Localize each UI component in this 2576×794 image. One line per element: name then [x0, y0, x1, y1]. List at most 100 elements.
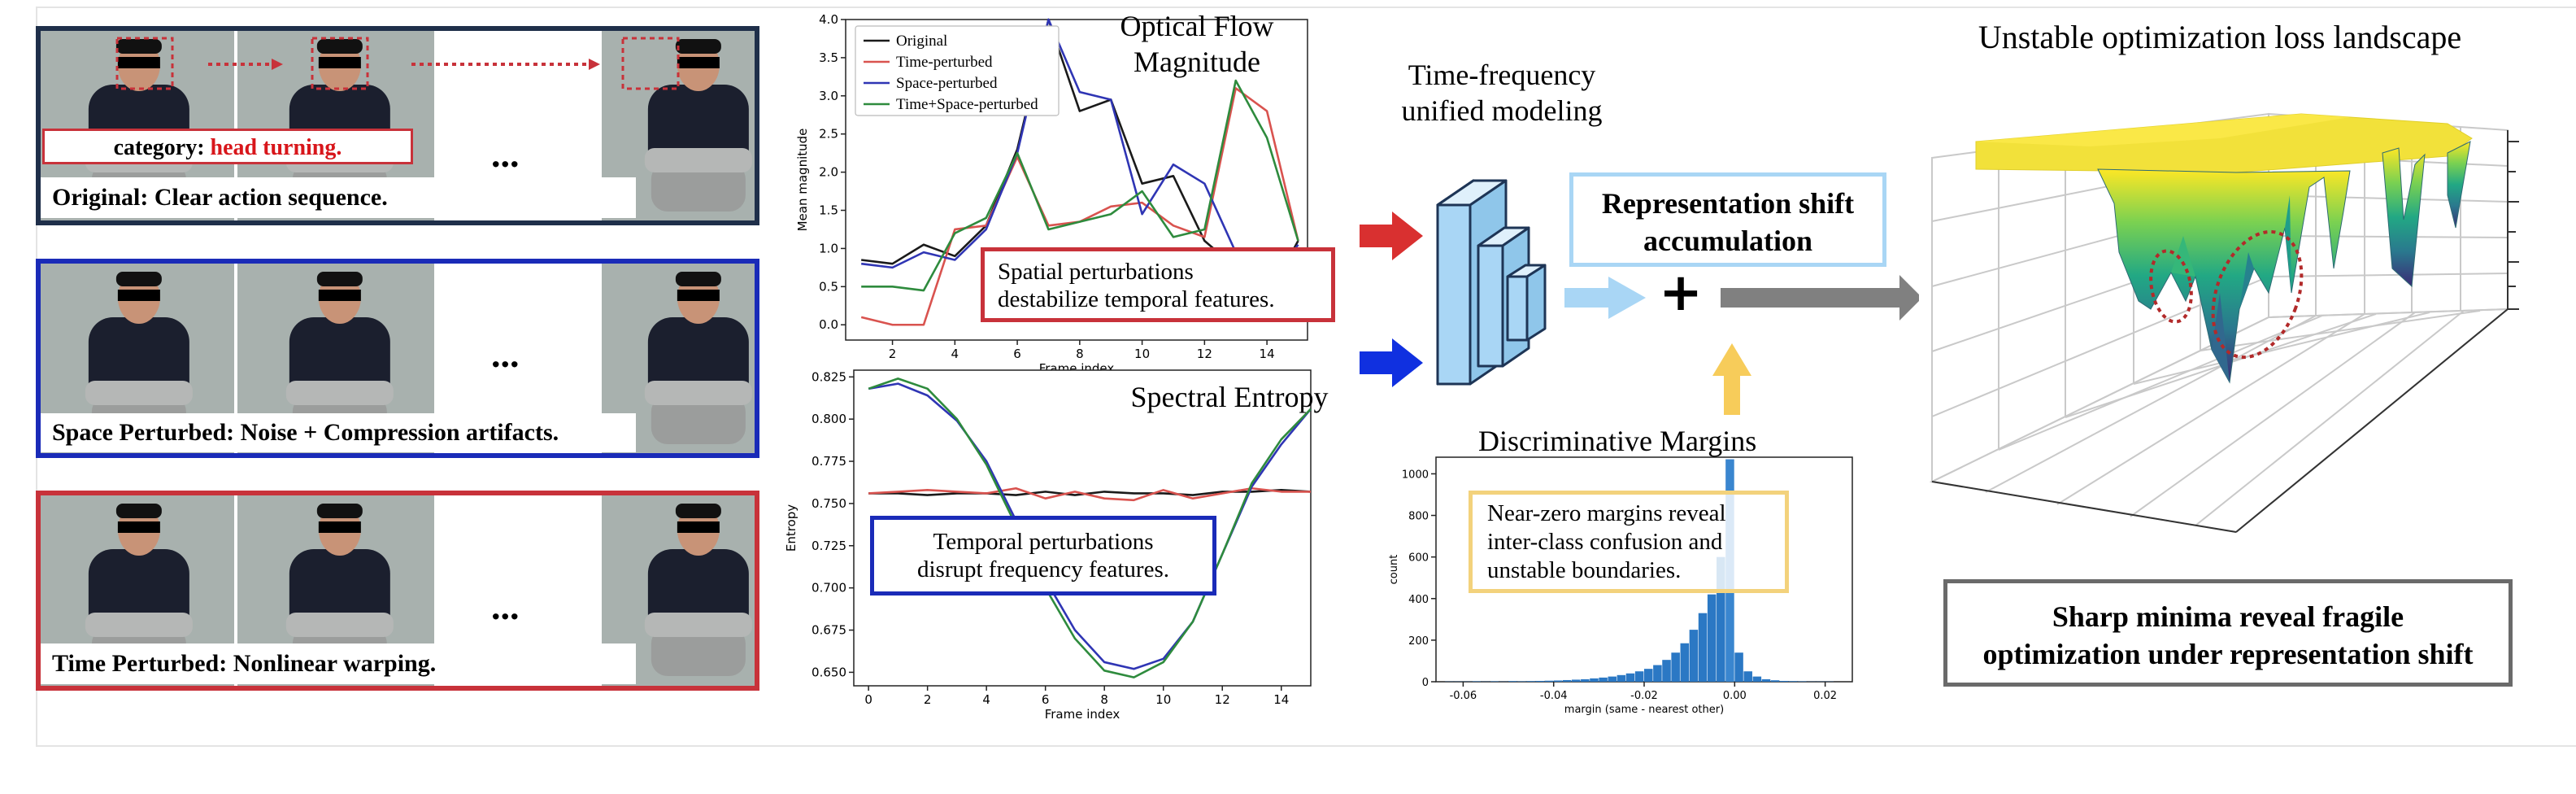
histogram-bar: [1608, 676, 1617, 682]
original-caption: Original: Clear action sequence.: [41, 177, 636, 218]
eye-censor-bar: [117, 57, 160, 68]
video-frame: [602, 26, 759, 225]
person-hair: [675, 272, 721, 286]
x-tick-label: 4: [951, 347, 959, 361]
frames-ellipsis: ...: [491, 334, 520, 375]
x-tick-label: 8: [1076, 347, 1084, 361]
eye-censor-bar: [318, 57, 361, 68]
y-tick-label: 0.800: [812, 412, 846, 426]
x-tick-label: 2: [889, 347, 897, 361]
optical-flow-title-line1: Optical Flow: [1120, 10, 1274, 42]
x-tick-label: 8: [1100, 692, 1108, 707]
histogram-bar: [1553, 680, 1563, 682]
x-tick-label: -0.06: [1450, 690, 1477, 702]
histogram-bar: [1634, 671, 1644, 682]
y-tick-label: 0.825: [812, 369, 846, 384]
face-box-2: [311, 37, 369, 90]
frames-ellipsis: ...: [491, 586, 520, 627]
legend-entry: Original: [896, 33, 947, 50]
person-knees: [644, 381, 752, 405]
sharp-minimum-marker-1: [2149, 249, 2193, 324]
loss-landscape-title: Unstable optimization loss landscape: [1978, 19, 2462, 55]
y-tick-label: 400: [1408, 594, 1429, 606]
x-tick-label: 14: [1260, 347, 1275, 361]
original-sequence-panel: category: head turning. ... Original: Cl…: [36, 26, 759, 225]
sharp-minimum-marker-2: [2211, 229, 2304, 360]
category-value: head turning.: [210, 135, 342, 160]
time-caption: Time Perturbed: Nonlinear warping.: [41, 643, 636, 684]
histogram-bar: [1599, 677, 1608, 682]
optical-flow-title-line2: Magnitude: [1134, 46, 1260, 78]
y-axis-label: Entropy: [784, 504, 798, 552]
person-hair: [115, 39, 162, 54]
histogram-bar: [1535, 680, 1544, 682]
rep-shift-line2: accumulation: [1643, 225, 1812, 257]
legend-entry: Time-perturbed: [896, 54, 993, 71]
person-hair: [316, 272, 363, 286]
histogram-bar: [1472, 681, 1482, 682]
eye-censor-bar: [117, 290, 160, 301]
histogram-bar: [1698, 613, 1708, 682]
histogram-bar: [1562, 679, 1572, 682]
margins-note-line2: inter-class confusion and: [1487, 529, 1723, 555]
x-tick-label: 14: [1273, 692, 1289, 707]
x-tick-label: -0.04: [1540, 690, 1568, 702]
y-tick-label: 0.650: [812, 665, 846, 679]
rep-shift-line1: Representation shift: [1601, 187, 1855, 220]
y-tick-label: 0.0: [819, 317, 838, 332]
sharp-minima-line2: optimization under representation shift: [1982, 638, 2474, 670]
y-tick-label: 2.0: [819, 165, 838, 180]
plus-sign: +: [1659, 263, 1703, 323]
y-tick-label: 3.5: [819, 50, 838, 65]
series-line-space-perturbed: [861, 18, 1299, 288]
y-tick-label: 600: [1408, 552, 1429, 565]
near-zero-margins-note: Near-zero margins reveal inter-class con…: [1469, 491, 1789, 593]
eye-censor-bar: [677, 290, 720, 301]
x-tick-label: 10: [1155, 692, 1171, 707]
category-prefix: category:: [113, 135, 211, 160]
loss-surface: [1975, 113, 2473, 384]
x-tick-label: 0.02: [1813, 690, 1837, 702]
person-knees: [85, 381, 193, 405]
histogram-bar: [1517, 681, 1526, 682]
spatial-perturbation-note: Spatial perturbations destabilize tempor…: [981, 247, 1335, 322]
histogram-bar: [1707, 594, 1717, 682]
y-tick-label: 2.5: [819, 127, 838, 142]
histogram-bar: [1770, 680, 1780, 682]
person-legs: [651, 395, 746, 444]
histogram-bar: [1625, 673, 1635, 682]
y-tick-label: 3.0: [819, 89, 838, 103]
y-tick-label: 200: [1408, 635, 1429, 648]
eye-censor-bar: [117, 521, 160, 533]
histogram-bar: [1644, 669, 1653, 682]
histogram-bar: [1617, 674, 1626, 682]
x-tick-label: 6: [1042, 692, 1050, 707]
y-tick-label: 0.675: [812, 623, 846, 638]
histogram-bar: [1689, 630, 1699, 682]
y-tick-label: 0.725: [812, 539, 846, 553]
temporal-note-line2: disrupt frequency features.: [916, 556, 1169, 582]
y-tick-label: 1.0: [819, 241, 838, 255]
x-tick-label: 12: [1197, 347, 1212, 361]
frames-ellipsis: ...: [491, 133, 520, 175]
histogram-bar: [1743, 671, 1752, 682]
person-knees: [85, 613, 193, 637]
x-tick-label: 6: [1013, 347, 1021, 361]
blue-input-arrow: [1360, 338, 1423, 387]
x-tick-label: -0.02: [1630, 690, 1658, 702]
x-tick-label: 4: [982, 692, 990, 707]
landscape-ticks: [2508, 171, 2516, 287]
fusion-arrows: [1564, 275, 1919, 415]
loss-landscape-3d: [1929, 112, 2519, 534]
tf-title-line2: unified modeling: [1401, 94, 1603, 127]
person-knees: [644, 613, 752, 637]
histogram-bar: [1798, 681, 1807, 682]
space-caption: Space Perturbed: Noise + Compression art…: [41, 413, 636, 452]
space-perturbed-panel: ... Space Perturbed: Noise + Compression…: [36, 259, 759, 458]
person-hair: [316, 39, 363, 54]
spatial-note-line1: Spatial perturbations: [998, 259, 1194, 285]
y-tick-label: 0: [1422, 677, 1429, 689]
red-input-arrow: [1360, 212, 1423, 260]
histogram-bar: [1490, 681, 1499, 682]
